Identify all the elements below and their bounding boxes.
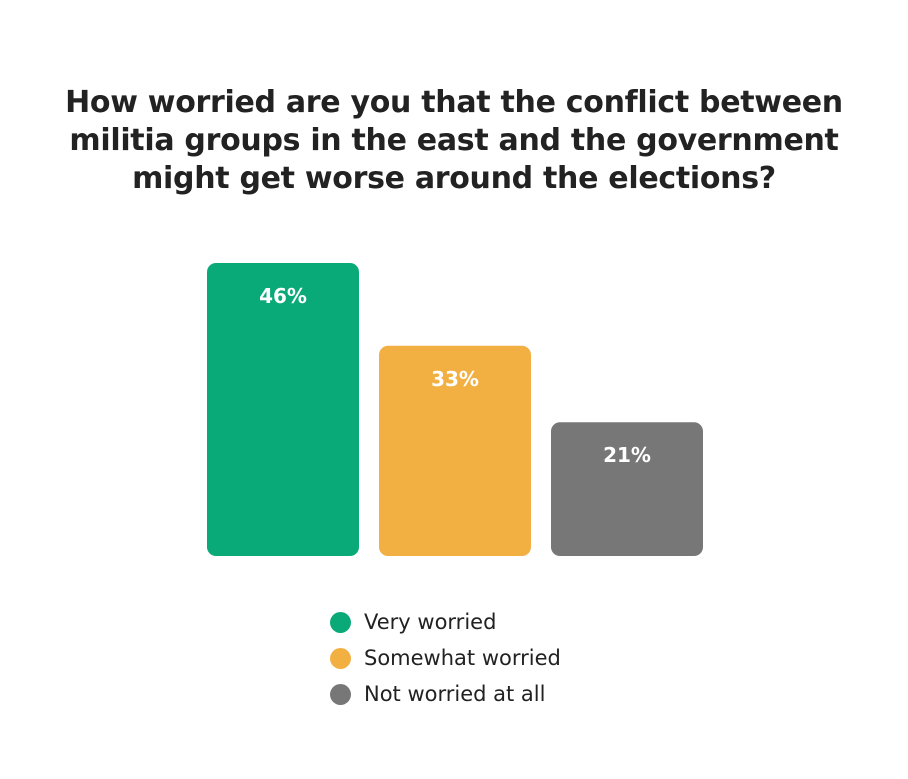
- legend-dot-very-worried: [330, 611, 351, 633]
- legend-dot-somewhat-worried: [330, 647, 351, 669]
- data-label-very-worried: 46%: [259, 284, 307, 308]
- legend-item-somewhat-worried: Somewhat worried: [330, 640, 561, 676]
- data-label-not-worried-at-all: 21%: [603, 443, 651, 467]
- legend-label-not-worried-at-all: Not worried at all: [364, 682, 546, 706]
- chart-title-line-1: How worried are you that the conflict be…: [65, 85, 843, 120]
- bar-somewhat-worried: [379, 345, 531, 556]
- bar-not-worried-at-all: [551, 422, 703, 556]
- chart-title-line-2: militia groups in the east and the gover…: [69, 123, 839, 158]
- legend-label-somewhat-worried: Somewhat worried: [364, 646, 561, 670]
- bar-very-worried: [207, 263, 359, 556]
- legend-dot-not-worried-at-all: [330, 683, 351, 705]
- legend-item-very-worried: Very worried: [330, 604, 561, 640]
- chart-legend: Very worried Somewhat worried Not worrie…: [330, 604, 561, 712]
- legend-item-not-worried-at-all: Not worried at all: [330, 676, 561, 712]
- legend-label-very-worried: Very worried: [364, 610, 497, 634]
- chart-title-line-3: might get worse around the elections?: [132, 161, 776, 196]
- chart-title: How worried are you that the conflict be…: [0, 84, 908, 198]
- data-label-somewhat-worried: 33%: [431, 367, 479, 391]
